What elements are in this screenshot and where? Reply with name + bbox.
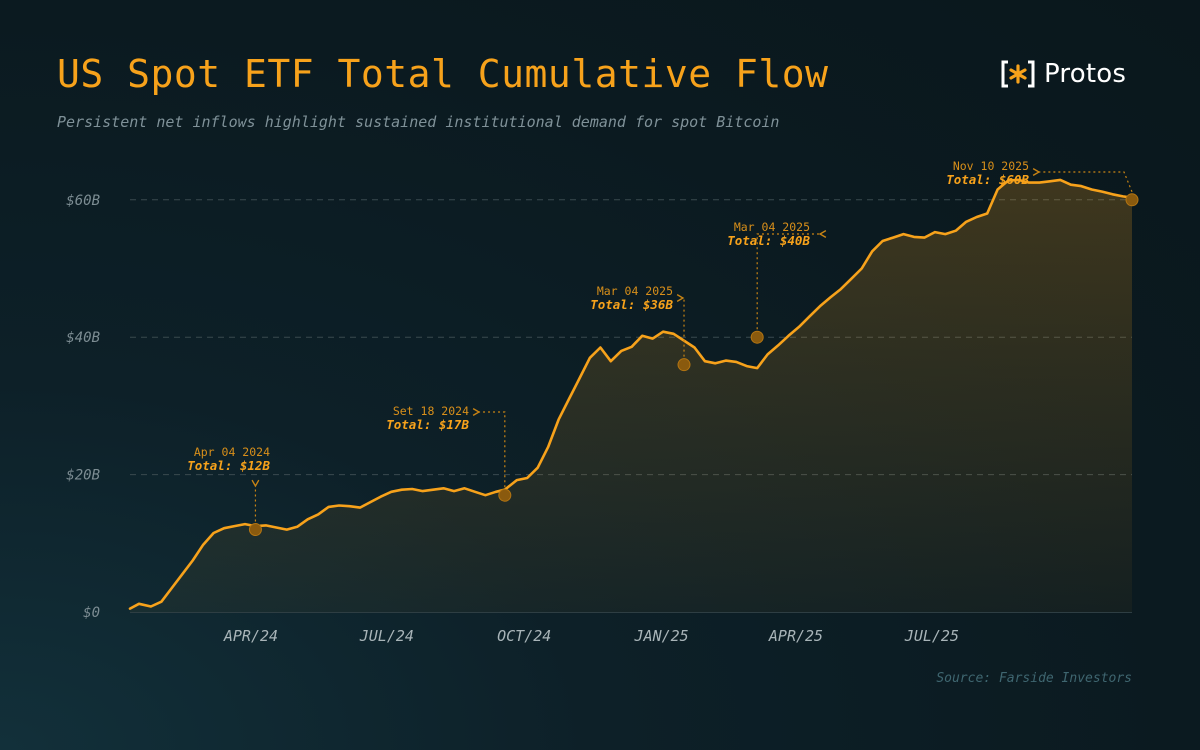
annotation-marker [498, 488, 512, 502]
annotation-date: Set 18 2024 [393, 404, 469, 418]
chart-title: US Spot ETF Total Cumulative Flow [57, 52, 829, 96]
annotation-leader [472, 408, 506, 488]
annotation-date: Apr 04 2024 [194, 445, 270, 459]
brand-logo[interactable]: Protos [1000, 56, 1126, 92]
brand-name: Protos [1044, 59, 1127, 89]
annotation-total: Total: $36B [590, 297, 673, 312]
x-tick-label: APR/25 [768, 627, 823, 645]
annotation-leader [1032, 168, 1133, 193]
x-tick-label: JAN/25 [634, 627, 689, 645]
y-tick-label: $0 [83, 605, 100, 621]
x-tick-label: JUL/24 [359, 627, 414, 645]
series-line [128, 178, 1134, 610]
annotation-marker [1125, 193, 1139, 207]
y-tick-label: $40B [66, 330, 100, 346]
chart-subtitle: Persistent net inflows highlight sustain… [57, 113, 780, 131]
source-note: Source: Farside Investors [936, 671, 1132, 686]
y-tick-label: $20B [66, 468, 100, 484]
annotation-date: Mar 04 2025 [734, 220, 810, 234]
annotation-total: Total: $40B [727, 233, 810, 248]
x-tick-label: JUL/25 [904, 627, 959, 645]
annotation-marker [750, 330, 764, 344]
annotation-marker [248, 523, 262, 537]
x-tick-label: APR/24 [223, 627, 278, 645]
series-area [130, 179, 1132, 612]
annotation-total: Total: $17B [386, 417, 469, 432]
annotation-date: Nov 10 2025 [953, 159, 1029, 173]
annotation-leader [756, 230, 827, 330]
x-tick-label: OCT/24 [497, 627, 551, 645]
annotation-total: Total: $12B [187, 458, 270, 473]
annotation-total: Total: $60B [946, 172, 1029, 187]
bracketed-asterisk-icon [1001, 60, 1035, 88]
annotation-marker [677, 358, 691, 372]
y-tick-label: $60B [66, 193, 100, 209]
annotation-date: Mar 04 2025 [597, 284, 673, 298]
